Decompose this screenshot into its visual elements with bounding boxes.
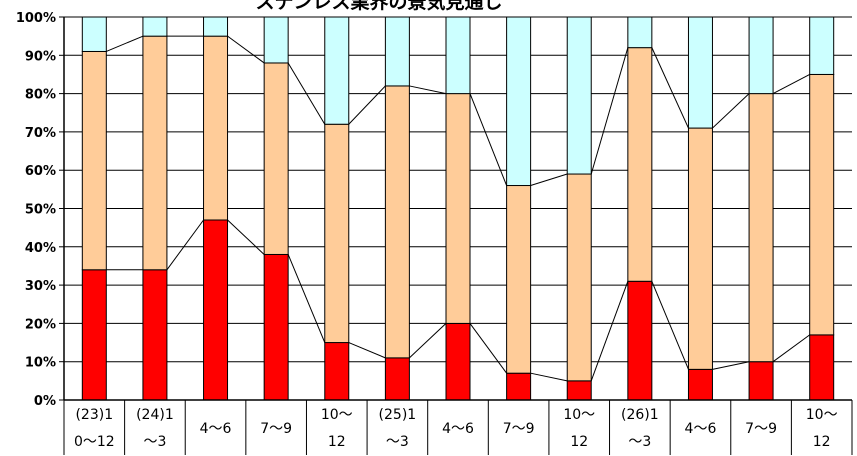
bar-segment — [687, 16, 713, 129]
bar-segment — [142, 35, 168, 271]
bar-segment — [627, 16, 653, 49]
series-line — [409, 323, 447, 359]
bar-segment — [203, 219, 229, 401]
x-category-label: ～3 — [628, 434, 651, 450]
series-line — [530, 173, 568, 186]
axes — [59, 16, 853, 455]
series-line — [772, 74, 810, 95]
series-line — [712, 361, 750, 370]
series-line — [106, 35, 144, 52]
bar-segment — [142, 16, 168, 37]
series-line — [348, 342, 386, 359]
x-category-label: 12 — [328, 434, 346, 450]
series-line — [712, 93, 750, 129]
bar-segment — [263, 62, 289, 255]
bar-segment — [384, 16, 410, 87]
x-category-label: 7～9 — [745, 421, 777, 437]
bar-segment — [809, 73, 835, 336]
bar-segment — [809, 16, 835, 75]
bar-segment — [263, 253, 289, 401]
bar-segment — [748, 16, 774, 95]
series-line — [227, 35, 265, 64]
series-line — [651, 47, 689, 129]
series-lines — [106, 35, 810, 382]
x-category-label: 4～6 — [685, 421, 717, 437]
bar-segment — [506, 372, 532, 401]
y-tick-label: 70% — [25, 126, 56, 141]
x-category-label: 10～ — [321, 407, 353, 423]
y-axis-tick-labels: 0% 10% 20% 30% 40% 50% 60% 70% 80% 90% 100% — [16, 11, 56, 409]
series-line — [348, 85, 386, 125]
bar-segment — [748, 93, 774, 363]
x-category-label: 0～12 — [74, 434, 115, 450]
bars — [81, 16, 835, 401]
x-category-label: (26)1 — [621, 407, 659, 423]
bar-segment — [445, 16, 471, 95]
y-tick-label: 90% — [25, 49, 56, 64]
bar-segment — [142, 269, 168, 401]
x-category-label: 10～ — [806, 407, 838, 423]
series-line — [287, 62, 326, 125]
bar-segment — [566, 380, 592, 401]
bar-segment — [203, 35, 229, 221]
bar-segment — [81, 50, 107, 271]
x-category-label: 12 — [570, 434, 588, 450]
bar-segment — [748, 361, 774, 401]
series-line — [469, 323, 508, 374]
x-category-label: (24)1 — [136, 407, 174, 423]
y-tick-label: 40% — [25, 241, 56, 256]
bar-segment — [627, 47, 653, 282]
series-line — [590, 47, 629, 175]
x-category-label: ～3 — [143, 434, 166, 450]
bar-segment — [506, 185, 532, 374]
bar-segment — [384, 85, 410, 359]
y-tick-label: 0% — [34, 394, 56, 409]
y-tick-label: 20% — [25, 317, 56, 332]
bar-segment — [263, 16, 289, 64]
bar-segment — [445, 322, 471, 401]
series-line — [166, 219, 204, 271]
series-line — [772, 334, 810, 363]
bar-segment — [324, 16, 350, 125]
x-category-label: 4～6 — [200, 421, 232, 437]
bar-segment — [627, 280, 653, 401]
x-category-label: 12 — [813, 434, 831, 450]
bar-segment — [566, 173, 592, 382]
x-category-label: 4～6 — [442, 421, 474, 437]
bar-segment — [203, 16, 229, 37]
y-tick-label: 50% — [25, 203, 56, 218]
series-line — [287, 254, 326, 343]
bar-segment — [384, 357, 410, 401]
x-axis-category-labels: (23)1 0～12 (24)1 ～3 4～6 7～9 10～ 12 (25)1 ～3 4～6 7～9… — [74, 407, 838, 450]
x-category-label: (25)1 — [379, 407, 417, 423]
x-category-label: ～3 — [386, 434, 409, 450]
y-tick-label: 100% — [16, 11, 56, 26]
series-line — [227, 219, 265, 255]
x-category-label: 7～9 — [260, 421, 292, 437]
bar-segment — [81, 16, 107, 52]
bar-segment — [506, 16, 532, 187]
y-tick-label: 30% — [25, 279, 56, 294]
series-line — [409, 85, 447, 95]
bar-segment — [324, 123, 350, 344]
x-category-label: (23)1 — [75, 407, 113, 423]
series-line — [469, 93, 508, 186]
series-line — [530, 372, 568, 382]
bar-segment — [687, 127, 713, 370]
bar-segment — [445, 93, 471, 324]
bar-segment — [324, 342, 350, 401]
y-tick-label: 80% — [25, 88, 56, 103]
bar-segment — [566, 16, 592, 175]
x-category-label: 7～9 — [503, 421, 535, 437]
x-category-label: 10～ — [563, 407, 595, 423]
bar-segment — [81, 269, 107, 401]
y-tick-label: 60% — [25, 164, 56, 179]
bar-segment — [809, 334, 835, 401]
series-line — [590, 281, 629, 382]
y-tick-label: 10% — [25, 356, 56, 371]
series-line — [651, 281, 689, 370]
chart-title: ステンレス業界の景気見通し — [255, 0, 502, 13]
bar-segment — [687, 368, 713, 401]
